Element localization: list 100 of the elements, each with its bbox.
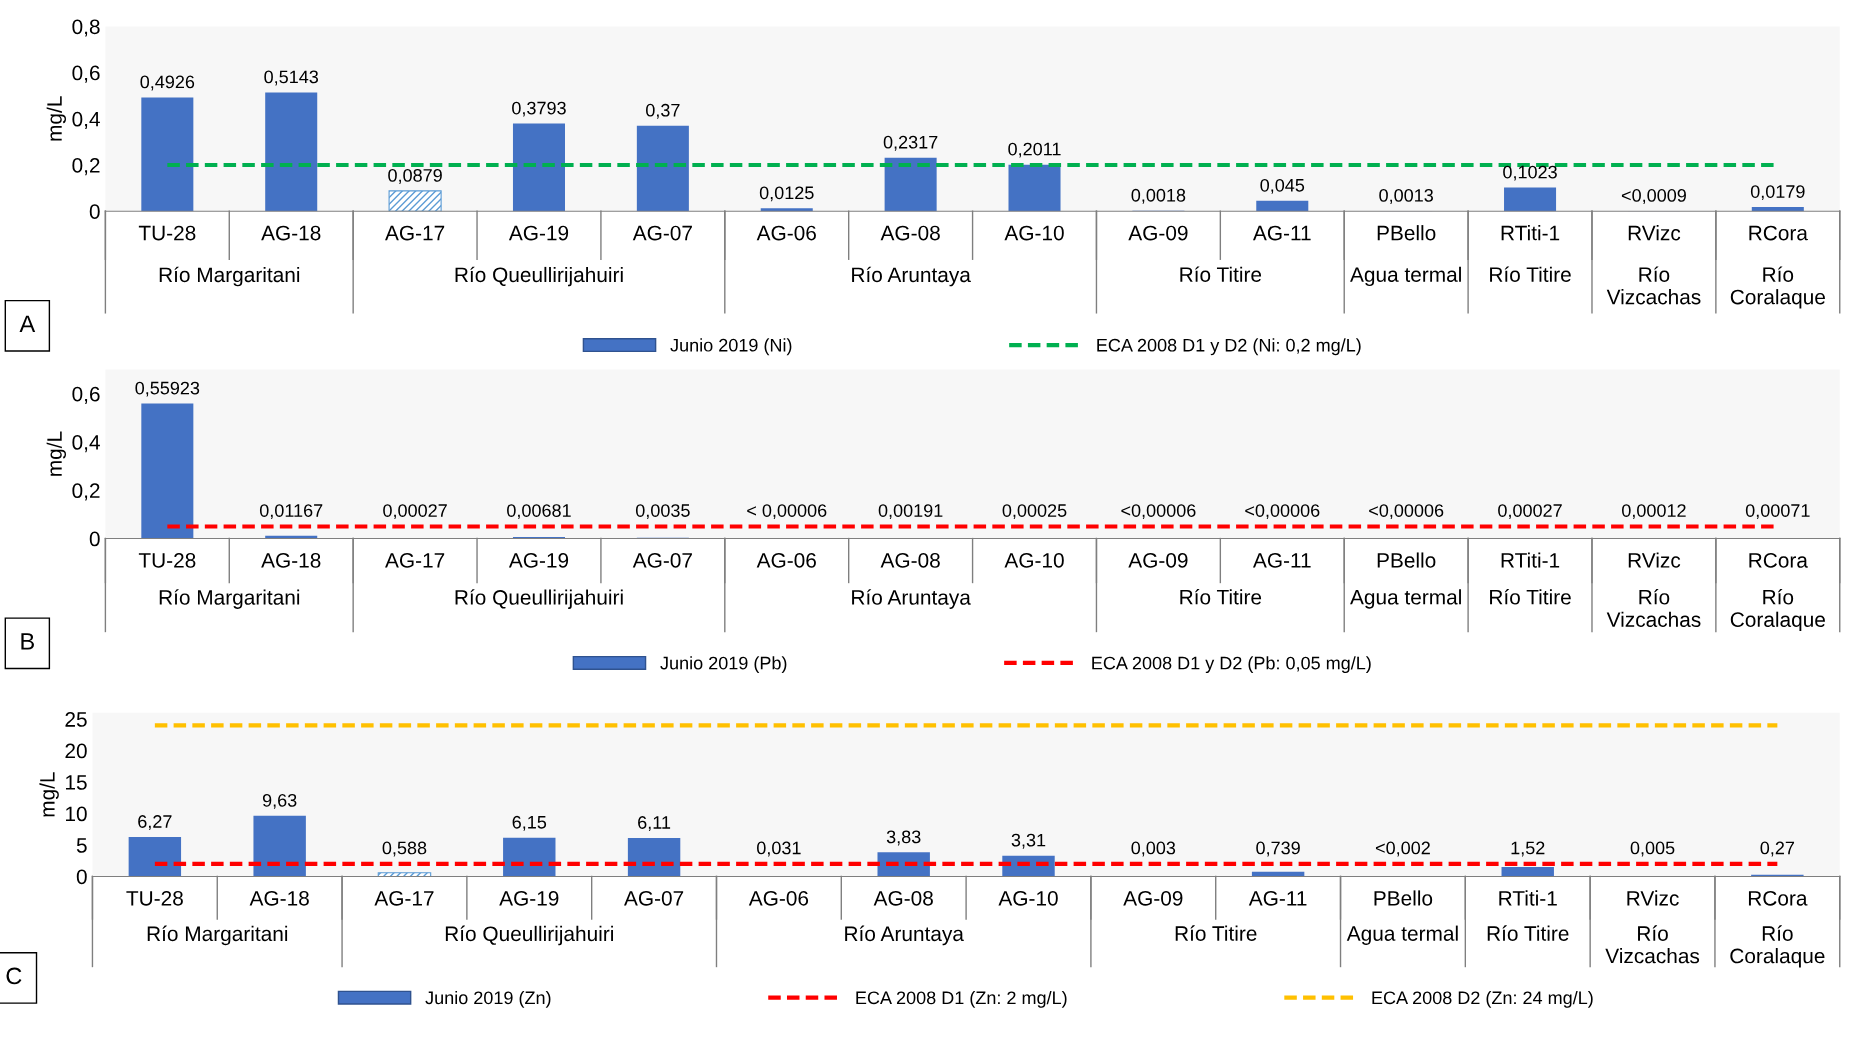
data-label: 0,3793: [512, 101, 566, 117]
y-tick-label: 15: [66, 775, 87, 790]
data-label: 0,4926: [140, 75, 195, 91]
x-tick-label: AG-07: [632, 553, 692, 568]
x-tick-label: RVizc: [1628, 552, 1681, 568]
data-label: 6,15: [512, 815, 547, 831]
data-label: <0,00006: [1121, 504, 1196, 520]
x-tick-label: AG-08: [880, 225, 940, 241]
x-tick-label: AG-19: [508, 553, 569, 568]
legend-label: Junio 2019 (Pb): [660, 656, 787, 674]
text: Río Aruntaya: [852, 589, 971, 609]
text: Río Titire: [1490, 266, 1571, 282]
text: Río Margaritani: [159, 589, 300, 609]
data-label: <0,0009: [1621, 189, 1686, 204]
text: Río Vizcachas: [1606, 589, 1701, 627]
x-tick-label: AG-09: [1123, 890, 1183, 906]
text: Río Coralaque: [1730, 589, 1825, 632]
legend-label: Junio 2019 (Ni): [670, 338, 792, 356]
y-tick-label: 0,2: [72, 483, 100, 501]
x-tick-label: PBello: [1377, 225, 1436, 241]
data-label: 0,00025: [1002, 504, 1067, 520]
y-tick-label: 0,6: [72, 386, 100, 404]
data-label: 0,00681: [507, 504, 571, 520]
data-label: 0,0013: [1379, 188, 1433, 204]
text: Río Aruntaya: [852, 266, 971, 287]
text: Agua termal: [1346, 925, 1458, 945]
data-label: 0,0879: [388, 168, 442, 184]
x-tick-label: AG-10: [1004, 553, 1064, 568]
x-tick-label: RCora: [1749, 553, 1808, 568]
x-tick-label: RTiti-1: [1501, 552, 1560, 568]
data-label: 0,045: [1260, 178, 1305, 194]
x-tick-label: RVizc: [1628, 225, 1681, 241]
y-tick-label: 20: [65, 743, 87, 759]
data-label: 6,27: [138, 815, 172, 831]
y-axis-title: mg/L: [46, 431, 67, 476]
legend-label: ECA 2008 D1 (Zn: 2 mg/L): [856, 990, 1067, 1008]
legend-label: ECA 2008 D1 y D2 (Pb: 0,05 mg/L): [1092, 656, 1371, 674]
x-tick-label: TU-28: [138, 225, 196, 241]
x-tick-label: AG-08: [880, 553, 940, 568]
y-tick-label: 0: [76, 869, 87, 885]
legend-label: ECA 2008 D2 (Zn: 24 mg/L): [1372, 990, 1593, 1008]
x-tick-label: RTiti-1: [1499, 890, 1557, 906]
data-label: 0,739: [1256, 841, 1300, 857]
x-tick-label: AG-07: [624, 890, 684, 906]
text: A: [19, 315, 36, 332]
text: Río Titire: [1180, 266, 1262, 282]
y-tick-label: 0,6: [72, 65, 100, 83]
x-tick-label: AG-07: [632, 225, 692, 241]
legend-label: ECA 2008 D1 y D2 (Ni: 0,2 mg/L): [1097, 338, 1361, 356]
x-tick-label: RVizc: [1627, 890, 1679, 906]
x-tick-label: AG-17: [385, 225, 445, 241]
text: Río Titire: [1175, 925, 1257, 941]
x-tick-label: AG-09: [1128, 225, 1188, 241]
data-label: 0,00012: [1622, 504, 1686, 520]
text: Agua termal: [1350, 266, 1461, 287]
data-label: <0,00006: [1369, 504, 1444, 520]
text: Río Titire: [1180, 589, 1262, 605]
data-label: 0,0125: [759, 186, 814, 202]
data-label: 0,37: [646, 103, 680, 119]
data-label: 0,0035: [635, 504, 690, 520]
data-label: 3,83: [886, 830, 921, 846]
data-label: 0,00191: [878, 504, 943, 520]
data-label: 0,00071: [1745, 504, 1810, 520]
y-tick-label: 5: [76, 838, 87, 853]
data-label: 0,0179: [1750, 185, 1805, 201]
text: C: [6, 967, 22, 985]
text: Río Titire: [1487, 925, 1569, 941]
text: Río Coralaque: [1730, 925, 1825, 968]
data-label: 3,31: [1011, 833, 1046, 849]
x-tick-label: AG-10: [998, 890, 1058, 906]
legend-label: Junio 2019 (Zn): [425, 990, 551, 1008]
x-tick-label: AG-17: [385, 553, 445, 568]
x-tick-label: AG-19: [508, 225, 569, 241]
x-tick-label: AG-06: [748, 890, 809, 906]
data-label: 0,2011: [1008, 142, 1061, 158]
y-tick-label: 25: [65, 712, 87, 727]
data-label: 9,63: [262, 793, 297, 809]
y-axis-title: mg/L: [39, 772, 59, 817]
text: Agua termal: [1350, 589, 1461, 609]
text: Río Queullirijahuiri: [455, 589, 623, 609]
y-tick-label: 0: [89, 531, 100, 547]
x-tick-label: AG-08: [873, 890, 933, 906]
text: Río Margaritani: [159, 266, 300, 287]
x-tick-label: RCora: [1748, 890, 1808, 906]
text: Río Titire: [1490, 589, 1571, 605]
y-tick-label: 0,4: [72, 111, 100, 130]
y-tick-label: 10: [66, 806, 87, 822]
data-label: 0,55923: [135, 381, 200, 397]
y-tick-label: 0,8: [72, 19, 100, 37]
x-tick-label: AG-18: [261, 225, 321, 241]
x-tick-label: AG-19: [499, 890, 559, 906]
x-tick-label: AG-17: [374, 890, 434, 906]
x-tick-label: AG-18: [249, 890, 309, 906]
x-tick-label: RTiti-1: [1501, 225, 1560, 241]
data-label: <0,00006: [1245, 504, 1320, 520]
y-tick-label: 0: [89, 204, 100, 219]
data-label: 1,52: [1511, 841, 1545, 857]
text: Río Aruntaya: [845, 925, 964, 946]
x-tick-label: AG-11: [1248, 890, 1307, 906]
data-label: 0,01167: [259, 504, 323, 520]
